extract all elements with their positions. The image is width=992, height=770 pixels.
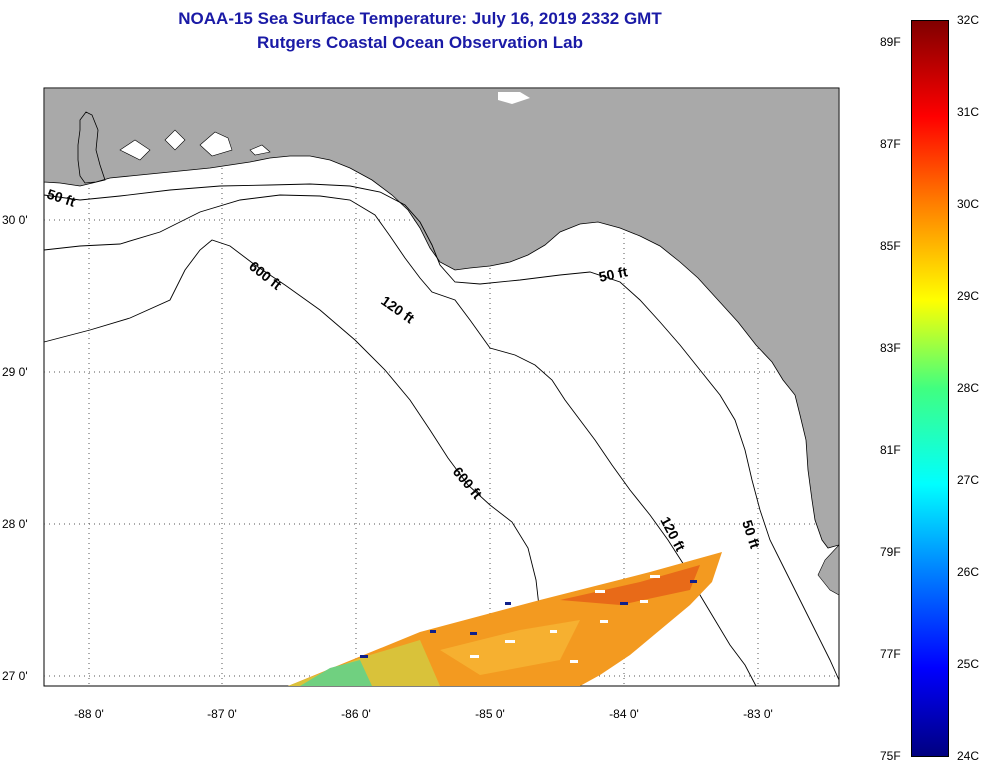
isobath-label: 50 ft xyxy=(597,263,629,285)
map-title: NOAA-15 Sea Surface Temperature: July 16… xyxy=(178,9,662,28)
lon-tick: -83 0' xyxy=(743,707,773,721)
celsius-label: 24C xyxy=(957,749,980,763)
land-mass xyxy=(43,87,840,549)
cloud-mask xyxy=(470,575,660,663)
fahrenheit-label: 77F xyxy=(880,647,901,661)
lat-tick: 30 0' xyxy=(2,213,28,227)
isobath-600ft xyxy=(43,239,551,687)
map-subtitle: Rutgers Coastal Ocean Observation Lab xyxy=(257,33,583,52)
lon-tick: -84 0' xyxy=(609,707,639,721)
sst-swath xyxy=(288,552,722,686)
fahrenheit-label: 81F xyxy=(880,443,901,457)
celsius-label: 27C xyxy=(957,473,980,487)
celsius-label: 29C xyxy=(957,289,980,303)
celsius-label: 25C xyxy=(957,657,980,671)
isobath-120ft xyxy=(43,194,757,687)
bay xyxy=(199,131,233,157)
temperature-colorbar xyxy=(911,20,949,757)
celsius-label: 28C xyxy=(957,381,980,395)
celsius-label: 30C xyxy=(957,197,980,211)
lat-tick: 29 0' xyxy=(2,365,28,379)
lake xyxy=(498,92,530,104)
celsius-label: 31C xyxy=(957,105,980,119)
land-mass xyxy=(817,544,840,596)
bay xyxy=(249,144,271,156)
cold-pixels xyxy=(360,580,697,658)
isobath-50ft xyxy=(43,183,840,681)
lat-tick: 28 0' xyxy=(2,517,28,531)
celsius-label: 32C xyxy=(957,13,980,27)
lat-tick: 27 0' xyxy=(2,669,28,683)
fahrenheit-label: 83F xyxy=(880,341,901,355)
isobaths xyxy=(43,183,840,687)
fahrenheit-label: 89F xyxy=(880,35,901,49)
lon-tick: -85 0' xyxy=(475,707,505,721)
lon-tick: -86 0' xyxy=(341,707,371,721)
fahrenheit-label: 75F xyxy=(880,749,901,763)
fahrenheit-label: 79F xyxy=(880,545,901,559)
fahrenheit-label: 87F xyxy=(880,137,901,151)
celsius-label: 26C xyxy=(957,565,980,579)
fahrenheit-label: 85F xyxy=(880,239,901,253)
lon-tick: -87 0' xyxy=(207,707,237,721)
lon-tick: -88 0' xyxy=(74,707,104,721)
bay xyxy=(119,139,151,161)
bay xyxy=(164,129,186,151)
